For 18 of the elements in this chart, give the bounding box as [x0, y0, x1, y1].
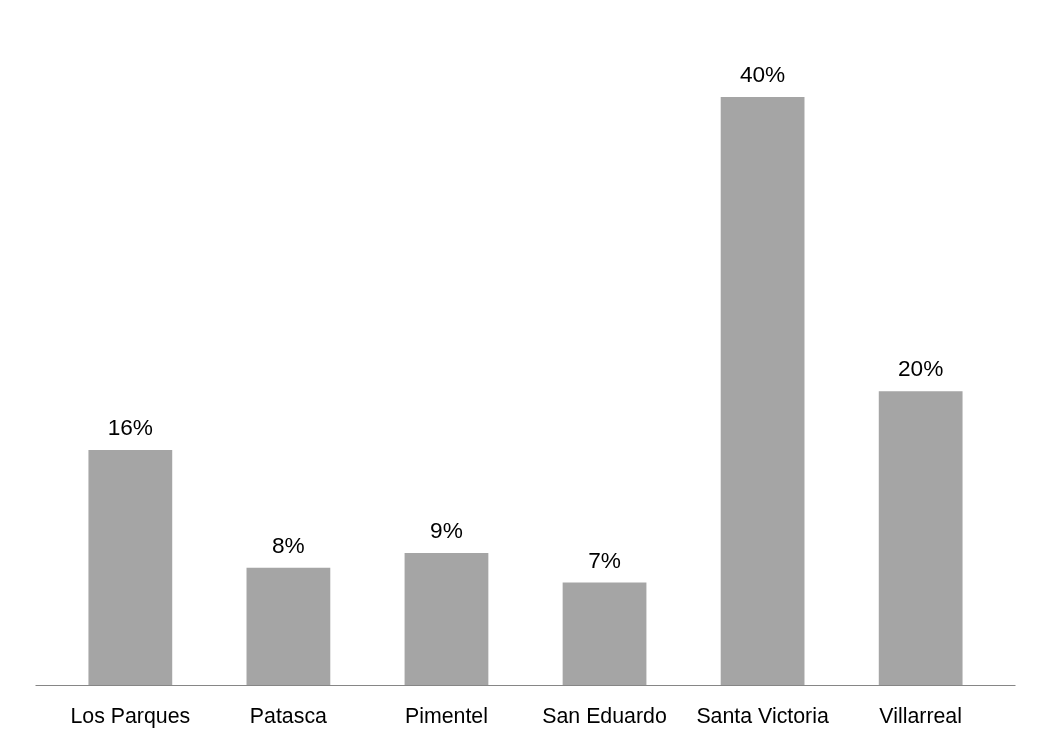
x-tick-label: San Eduardo — [542, 703, 667, 728]
data-label: 20% — [897, 355, 944, 382]
bar — [562, 582, 647, 686]
bar — [404, 553, 489, 686]
x-tick-label: Santa Victoria — [696, 703, 829, 728]
data-label: 40% — [739, 61, 786, 87]
data-label: 7% — [588, 546, 621, 573]
x-tick-label: Los Parques — [70, 703, 191, 728]
x-tick-label: Patasca — [249, 703, 328, 728]
data-label: 16% — [107, 414, 154, 441]
bar — [878, 391, 963, 686]
data-label: 8% — [272, 531, 305, 558]
bar — [720, 97, 805, 686]
x-tick-label: Pimentel — [404, 703, 488, 728]
data-label: 9% — [430, 517, 463, 544]
bar — [246, 567, 331, 686]
bar — [88, 450, 173, 686]
x-tick-label: Villarreal — [879, 703, 962, 728]
